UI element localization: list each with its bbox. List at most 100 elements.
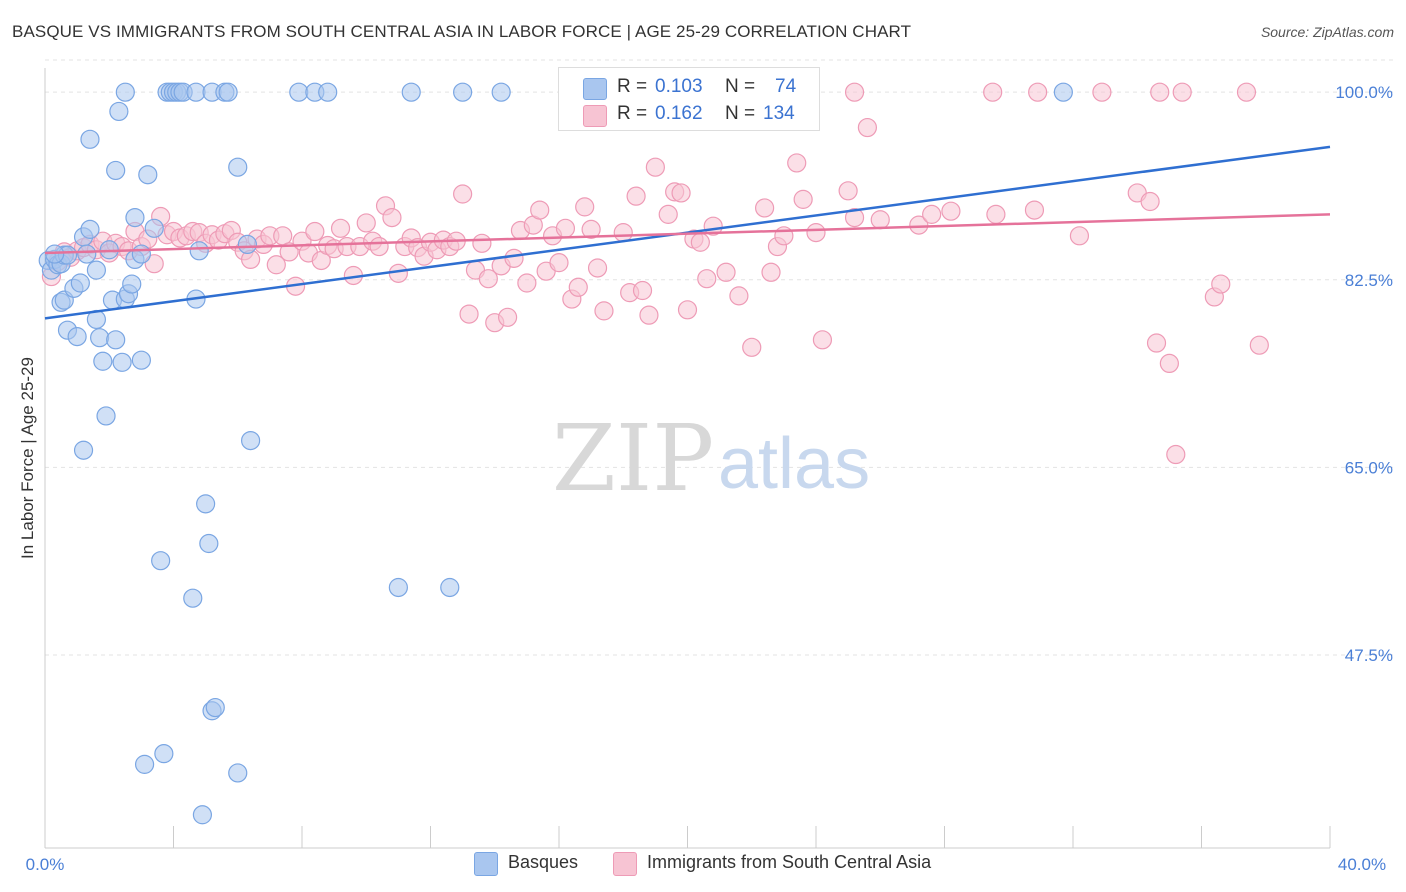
immigrants-point [671,183,691,203]
immigrants-point [754,198,775,218]
immigrants-point [639,305,659,325]
immigrants-point [983,82,1003,102]
basques-point [241,430,261,451]
immigrants-point [305,221,325,242]
immigrants-point [478,269,498,289]
immigrants-point [1236,82,1257,102]
basques-point [86,260,107,280]
source-label: Source: ZipAtlas.com [1260,24,1394,40]
basques-point [318,82,338,102]
immigrants-point [1150,82,1170,102]
basques-point [237,234,257,255]
basques-point [80,219,100,239]
immigrants-point [144,254,164,274]
immigrants-point [697,269,717,289]
stats-legend: R = 0.103 N = 74 R = 0.162 N = 134 [558,67,820,131]
legend-swatch-blue [583,78,607,100]
immigrants-point [716,262,736,282]
immigrants-point [632,280,653,301]
basques-point [183,588,203,608]
legend-swatch-pink [583,105,607,127]
legend-swatch-pink [613,852,637,876]
immigrants-point [1166,444,1186,465]
immigrants-point [761,262,781,282]
basques-point [134,754,155,774]
immigrants-point [838,181,858,201]
basques-point [401,82,421,102]
immigrants-point [587,258,608,278]
immigrants-point [1249,335,1269,355]
y-tick-label: 47.5% [1345,646,1393,665]
legend-label-immigrants: Immigrants from South Central Asia [647,852,932,872]
basques-point [73,440,94,460]
immigrants-point [472,233,492,253]
basques-point [122,274,142,294]
legend-swatch-blue [474,852,498,876]
legend-label-basques: Basques [508,852,579,872]
watermark: ZIP atlas [552,405,870,512]
immigrants-point [459,304,479,324]
basques-point [491,82,511,102]
immigrants-point [986,204,1006,224]
axes [44,68,1331,849]
gridlines [45,59,1395,656]
basques-point [131,350,151,370]
immigrants-point [870,210,890,230]
basques-point [228,157,248,177]
basques-point [131,244,151,264]
tick-labels: 100.0% 82.5% 65.0% 47.5% 0.0% 40.0% [26,83,1393,874]
legend-r-value: 0.162 [655,103,703,124]
immigrants-point [1140,191,1160,212]
basques-point [199,533,219,554]
basques-point [90,328,110,348]
immigrants-point [1146,333,1167,353]
immigrants-point [941,201,961,221]
immigrants-point [1028,82,1048,102]
immigrants-point [909,215,929,235]
y-tick-label: 82.5% [1345,271,1393,290]
immigrants-point [517,273,537,293]
immigrants-point [549,253,569,273]
basques-point [125,208,145,228]
immigrants-point [498,307,518,327]
x-tick-label: 0.0% [26,855,65,874]
immigrants-trend-line [44,213,1331,255]
legend-r-label: R = [617,76,648,97]
basques-point [109,101,129,122]
immigrants-point [555,218,576,238]
basques-point [289,82,309,102]
immigrants-point [742,337,762,357]
basques-point [218,82,238,102]
immigrants-point [1092,82,1112,102]
basques-point [228,763,248,783]
watermark-atlas: atlas [718,424,870,504]
x-tick-label: 40.0% [1338,855,1386,874]
basques-point [106,160,126,181]
immigrants-point [922,204,942,224]
immigrants-point [1172,82,1192,102]
legend-n-label: N = [725,76,756,97]
basques-point [144,218,164,238]
immigrants-point [504,248,524,268]
basques-point [151,551,171,571]
immigrants-point [793,189,813,209]
watermark-zip: ZIP [552,405,714,512]
immigrants-point [645,157,665,177]
immigrants-point [453,184,473,204]
immigrants-point [330,218,351,238]
immigrants-point [626,186,646,206]
immigrants-point [594,301,614,321]
y-tick-label: 65.0% [1345,458,1393,477]
legend-n-value: 134 [763,103,795,124]
immigrants-point [568,277,588,297]
immigrants-point [844,208,865,228]
immigrants-point [729,286,749,306]
basques-point [106,330,126,350]
immigrants-point [575,197,595,217]
basques-point [115,82,135,102]
immigrants-point [279,242,299,262]
immigrants-point [812,330,833,350]
basques-point [112,352,132,372]
trend-lines [44,145,1331,320]
